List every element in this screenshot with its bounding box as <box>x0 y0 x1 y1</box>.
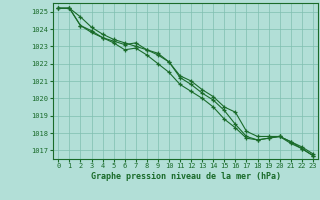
X-axis label: Graphe pression niveau de la mer (hPa): Graphe pression niveau de la mer (hPa) <box>91 172 281 181</box>
